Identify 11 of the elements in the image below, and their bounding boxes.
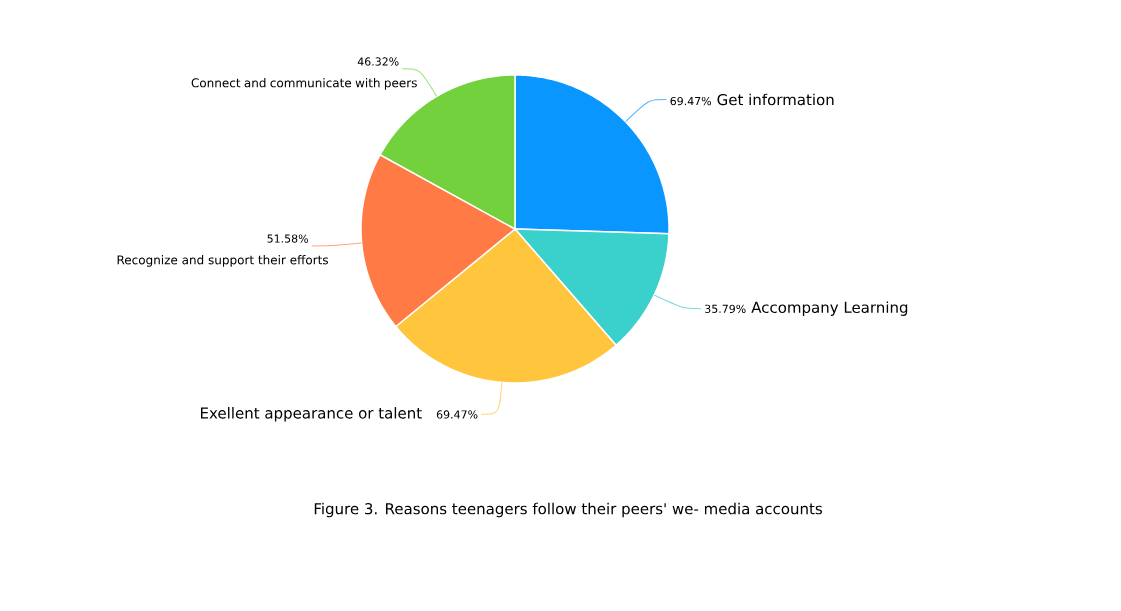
slice-label: Recognize and support their efforts: [117, 255, 328, 267]
text: Figure 3. Reasons teenagers follow their peers' we- media accounts: [314, 502, 822, 518]
data-label: 69.47%: [670, 96, 712, 106]
data-label: 46.32%: [357, 57, 399, 66]
slice-label: Exellent appearance or talent: [201, 407, 422, 422]
slice-label: Get information: [717, 93, 834, 106]
data-label: 69.47%: [436, 410, 478, 419]
slice-label: Accompany Learning: [751, 301, 908, 316]
slice-label: Connect and communicate with peers: [191, 78, 417, 90]
data-label: 35.79%: [705, 304, 746, 313]
data-label: 51.58%: [267, 234, 308, 243]
